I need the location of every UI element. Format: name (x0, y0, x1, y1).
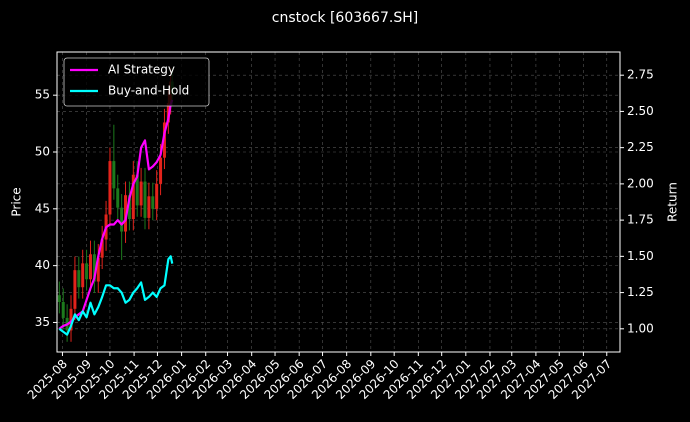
candle-body (85, 263, 89, 280)
series-line (58, 255, 174, 336)
y2-tick-label: 2.25 (627, 140, 654, 154)
candle-body (112, 161, 116, 189)
legend: AI Strategy Buy-and-Hold (63, 57, 210, 107)
y-tick-label: 40 (35, 258, 50, 272)
candle-body (100, 239, 104, 258)
plot-frame (56, 51, 621, 353)
y2-tick-label: 2.50 (627, 104, 654, 118)
candle-body (69, 308, 73, 331)
candle-body (155, 183, 159, 209)
y2-tick-label: 2.00 (627, 176, 654, 190)
y-tick-label: 50 (35, 145, 50, 159)
candle-body (108, 161, 112, 215)
candle-body (159, 157, 163, 184)
y-tick-label: 45 (35, 201, 50, 215)
candle-body (57, 295, 61, 302)
candle-body (73, 270, 77, 309)
candle-body (135, 174, 139, 206)
legend-label: AI Strategy (108, 63, 175, 77)
candle-body (81, 263, 85, 288)
legend-box (63, 57, 210, 107)
y-tick-label: 55 (35, 88, 50, 102)
y2-tick-label: 1.50 (627, 249, 654, 263)
chart-title: cnstock [603667.SH] (272, 10, 418, 26)
legend-label: Buy-and-Hold (108, 84, 189, 98)
y-tick-label: 35 (35, 315, 50, 329)
candle-body (147, 196, 151, 218)
candle-body (116, 188, 120, 208)
candle-body (96, 257, 100, 282)
y2-tick-label: 1.00 (627, 321, 654, 335)
candle-body (143, 181, 147, 218)
candle-body (61, 302, 65, 318)
y-axis-label: Price (10, 187, 24, 216)
candle-body (131, 174, 135, 220)
candle-body (92, 254, 96, 282)
y2-axis-label: Return (666, 182, 680, 222)
series-line (58, 99, 174, 330)
y2-tick-label: 1.75 (627, 213, 654, 227)
candle-body (162, 122, 166, 158)
candle-body (124, 195, 128, 232)
y2-tick-label: 2.75 (627, 68, 654, 82)
y2-tick-label: 1.25 (627, 285, 654, 299)
candle-body (139, 181, 143, 206)
candle-body (127, 195, 131, 220)
candle-body (88, 254, 92, 280)
candle-body (151, 196, 155, 209)
candle-body (77, 270, 81, 288)
candle-body (120, 207, 124, 232)
